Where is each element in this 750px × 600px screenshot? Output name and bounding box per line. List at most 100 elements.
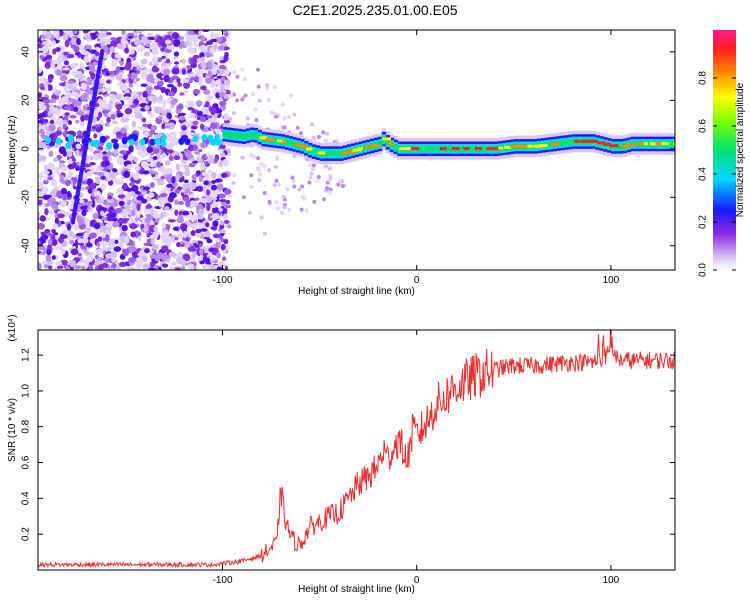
heatmap-cell — [364, 145, 371, 149]
heatmap-cell — [70, 62, 77, 70]
heatmap-cell — [539, 143, 548, 147]
heatmap-cell — [110, 37, 117, 41]
heatmap-cell — [84, 259, 90, 267]
heatmap-cell — [52, 157, 59, 163]
heatmap-cell — [83, 55, 90, 63]
heatmap-cell — [216, 252, 222, 259]
heatmap-cell — [328, 173, 333, 178]
heatmap-cell — [232, 173, 237, 178]
heatmap-cell — [107, 179, 114, 186]
heatmap-cell — [279, 210, 284, 215]
heatmap-cell — [199, 228, 208, 232]
heatmap-cell — [152, 231, 159, 240]
heatmap-cell — [174, 267, 181, 270]
heatmap-cell — [127, 73, 132, 78]
heatmap-cell — [311, 148, 317, 155]
heatmap-cell — [275, 155, 280, 160]
heatmap-cell — [132, 80, 138, 85]
heatmap-cell — [187, 46, 196, 54]
heatmap-cell — [160, 211, 166, 216]
heatmap-cell — [149, 237, 156, 245]
heatmap-cell — [176, 242, 181, 248]
heatmap-cell — [166, 45, 174, 50]
heatmap-cell — [210, 197, 218, 201]
heatmap-cell — [160, 175, 166, 180]
heatmap-cell — [222, 158, 230, 167]
heatmap-cell — [128, 245, 136, 253]
heatmap-cell — [129, 223, 138, 230]
heatmap-cell — [212, 220, 219, 228]
heatmap-cell — [161, 123, 166, 130]
spectrogram-ylabel: Frequency (Hz) — [7, 116, 18, 185]
heatmap-cell — [190, 57, 198, 65]
heatmap-cell — [166, 149, 174, 154]
heatmap-cell — [163, 239, 169, 244]
heatmap-cell — [234, 132, 239, 139]
heatmap-cell — [240, 97, 245, 102]
heatmap-cell — [101, 99, 107, 105]
heatmap-cell — [310, 167, 315, 172]
heatmap-cell — [72, 177, 77, 186]
spectrogram-ytick-label: -40 — [21, 238, 32, 253]
heatmap-cell — [39, 55, 45, 60]
heatmap-cell — [161, 263, 169, 268]
heatmap-cell — [174, 236, 179, 241]
heatmap-cell — [80, 82, 87, 91]
heatmap-cell — [62, 56, 68, 62]
heatmap-cell — [178, 115, 186, 121]
heatmap-cell — [123, 170, 131, 179]
heatmap-cell — [172, 226, 180, 231]
heatmap-cell — [86, 242, 93, 248]
heatmap-cell — [167, 237, 174, 244]
heatmap-cell — [182, 253, 191, 262]
heatmap-cell — [131, 120, 137, 128]
heatmap-cell — [59, 234, 68, 239]
heatmap-cell — [227, 224, 232, 229]
heatmap-cell — [218, 45, 225, 51]
heatmap-cell — [54, 217, 59, 225]
heatmap-cell — [113, 239, 119, 244]
heatmap-cell — [106, 116, 111, 124]
heatmap-cell — [79, 119, 85, 128]
heatmap-cell — [138, 64, 146, 69]
heatmap-cell — [338, 178, 343, 183]
heatmap-cell — [72, 30, 78, 35]
heatmap-cell — [70, 248, 79, 256]
heatmap-cell — [142, 263, 150, 270]
heatmap-cell — [132, 95, 137, 100]
heatmap-cell — [148, 169, 155, 175]
heatmap-cell — [200, 35, 206, 43]
heatmap-cell — [113, 142, 120, 150]
heatmap-cell — [219, 56, 225, 60]
spectrogram-heatmap — [38, 30, 675, 270]
heatmap-cell — [311, 163, 316, 168]
heatmap-cell — [140, 83, 148, 87]
heatmap-cell — [109, 45, 116, 53]
heatmap-cell — [197, 208, 205, 217]
heatmap-cell — [55, 47, 61, 52]
heatmap-cell — [420, 145, 425, 152]
heatmap-cell — [232, 70, 237, 75]
heatmap-cell — [218, 160, 224, 168]
heatmap-cell — [60, 248, 66, 255]
heatmap-cell — [184, 150, 192, 158]
heatmap-cell — [179, 92, 185, 96]
heatmap-cell — [127, 35, 134, 39]
heatmap-cell — [206, 189, 211, 196]
heatmap-cell — [50, 178, 58, 187]
heatmap-cell — [608, 144, 619, 148]
heatmap-cell — [257, 98, 262, 103]
heatmap-cell — [160, 134, 167, 142]
heatmap-cell — [177, 232, 183, 239]
heatmap-cell — [67, 120, 73, 125]
heatmap-cell — [38, 222, 46, 230]
heatmap-cell — [223, 219, 230, 225]
heatmap-cell — [221, 201, 228, 207]
heatmap-cell — [52, 59, 60, 65]
heatmap-cell — [280, 102, 285, 107]
heatmap-cell — [40, 35, 47, 39]
heatmap-cell — [79, 75, 86, 79]
heatmap-cell — [669, 141, 674, 147]
heatmap-cell — [287, 115, 292, 120]
snr-panel: -100 0 100 0.2 0.4 0.6 0.8 1.0 1.2 Height of str… — [7, 314, 676, 595]
